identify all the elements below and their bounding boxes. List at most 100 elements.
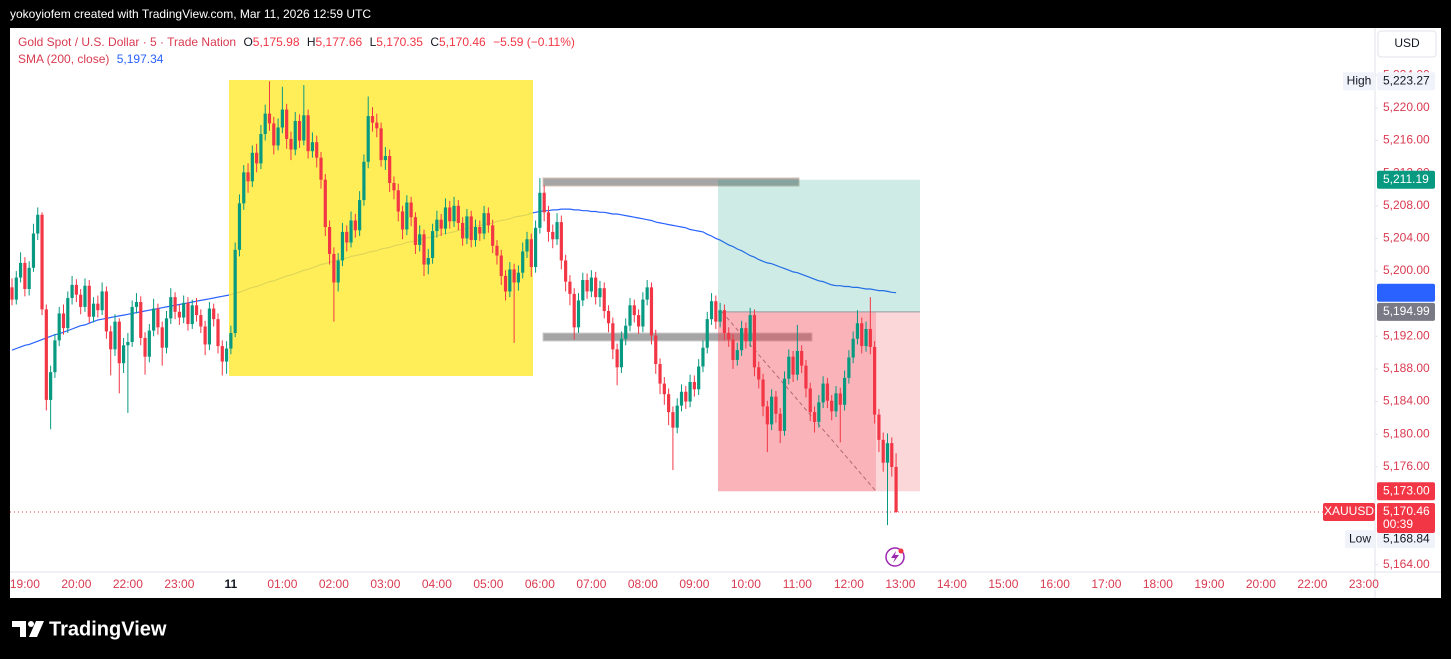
candle-body	[362, 161, 366, 201]
candle-body	[705, 319, 709, 348]
candle-body	[499, 255, 503, 276]
candle-body	[224, 348, 229, 362]
candle-body	[156, 308, 160, 328]
candle-body	[521, 251, 525, 273]
candle-body	[568, 281, 572, 294]
last-price-tag	[1377, 502, 1435, 533]
candle-body	[774, 396, 778, 414]
candle-body	[259, 134, 263, 164]
candle-body	[23, 262, 27, 289]
candle-body	[276, 127, 280, 146]
candle-body	[748, 315, 752, 342]
x-tick-label: 05:00	[473, 577, 503, 591]
candle-body	[714, 301, 718, 322]
ohlc-value: 5,175.98	[253, 35, 300, 49]
candle-body	[542, 192, 546, 213]
candle-body	[812, 412, 817, 422]
candle-body	[770, 396, 774, 425]
event-dot	[898, 548, 904, 554]
candle-body	[14, 277, 18, 300]
price-tag-label: 5,211.19	[1383, 172, 1429, 186]
price-tag	[1377, 170, 1435, 189]
candle-body	[465, 216, 469, 239]
candle-body	[203, 326, 207, 345]
candle-body	[199, 315, 203, 327]
candle-body	[555, 222, 559, 240]
candle-body	[306, 115, 310, 152]
candle-body	[624, 325, 628, 339]
y-tick-label: 5,208.00	[1383, 198, 1430, 212]
candle-body	[70, 284, 74, 298]
candle-body	[186, 302, 190, 325]
candle-body	[516, 272, 521, 283]
x-tick-label: 22:00	[113, 577, 143, 591]
candle-body	[233, 249, 237, 334]
candle-body	[280, 109, 284, 128]
candle-body	[10, 287, 14, 300]
candle-body	[353, 220, 357, 231]
y-tick-label: 5,192.00	[1383, 328, 1430, 342]
candle-body	[667, 394, 671, 413]
candle-body	[752, 315, 757, 368]
candle-body	[409, 202, 413, 218]
ohlc-value: 5,177.66	[316, 35, 363, 49]
candle-body	[868, 328, 872, 347]
x-tick-label: 06:00	[525, 577, 555, 591]
candle-body	[658, 364, 662, 384]
header-caption: yokoyiofem created with TradingView.com,…	[10, 7, 371, 21]
x-tick-label: 22:00	[1297, 577, 1327, 591]
axis-layer: 5,224.005,220.005,216.005,212.005,208.00…	[10, 67, 1435, 591]
candle-body	[237, 203, 242, 250]
candle-body	[594, 277, 598, 298]
candle-body	[800, 350, 804, 366]
candle-body	[739, 328, 744, 351]
candle-body	[340, 231, 345, 261]
candle-body	[302, 115, 306, 141]
candle-body	[422, 234, 426, 265]
candle-body	[400, 211, 405, 230]
candle-body	[628, 305, 632, 326]
candle-body	[787, 356, 791, 379]
last-price-label: 5,170.46	[1383, 504, 1430, 518]
candle-body	[53, 340, 57, 373]
candle-body	[426, 257, 430, 265]
candle-body	[791, 356, 795, 375]
candle-body	[96, 303, 100, 311]
x-tick-label: 19:00	[1194, 577, 1224, 591]
candle-body	[611, 323, 615, 350]
candle-body	[602, 288, 606, 312]
ohlc-letter: H	[307, 35, 316, 49]
candle-body	[396, 190, 400, 212]
x-tick-label: 09:00	[679, 577, 709, 591]
symbol-title: Gold Spot / U.S. Dollar · 5 · Trade Nati…	[18, 35, 236, 49]
candle-body	[182, 302, 186, 318]
candle-body	[825, 383, 830, 401]
countdown: 00:39	[1383, 517, 1413, 531]
y-tick-label: 5,220.00	[1383, 100, 1430, 114]
candle-body	[246, 172, 250, 182]
legend-main: Gold Spot / U.S. Dollar · 5 · Trade Nati…	[18, 35, 575, 49]
candle-body	[297, 120, 302, 141]
currency-button[interactable]	[1377, 30, 1437, 58]
candle-body	[495, 245, 499, 256]
x-tick-label: 15:00	[988, 577, 1018, 591]
candle-body	[795, 350, 799, 375]
event-bolt	[891, 551, 899, 563]
candle-body	[104, 291, 109, 332]
candle-body	[877, 414, 881, 440]
y-tick-label: 5,164.00	[1383, 557, 1430, 571]
currency-label[interactable]: USD	[1394, 36, 1420, 50]
ohlc-letter: O	[243, 35, 252, 49]
candle-body	[323, 179, 327, 228]
candle-body	[885, 443, 890, 463]
y-tick-label: 5,180.00	[1383, 426, 1430, 440]
trade-path	[721, 311, 877, 492]
candle-body	[250, 152, 254, 182]
candle-body	[581, 280, 585, 301]
candle-body	[576, 300, 581, 328]
candle-body	[164, 318, 169, 348]
candle-body	[722, 310, 727, 334]
candle-body	[688, 381, 692, 402]
brand-logo	[12, 621, 44, 637]
